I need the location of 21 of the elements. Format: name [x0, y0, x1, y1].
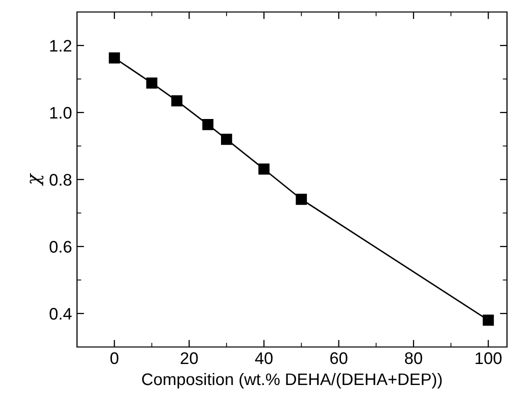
x-tick-label: 40: [255, 352, 273, 364]
x-tick-label: 20: [180, 352, 198, 364]
y-tick-label: 1.2: [50, 40, 72, 52]
point: [482, 314, 494, 326]
point: [108, 52, 120, 64]
point: [146, 77, 158, 89]
y-tick-label: 0.4: [50, 308, 72, 320]
x-tick-label: 0: [110, 352, 118, 364]
x-tick-label: 80: [404, 352, 422, 364]
point: [171, 95, 182, 106]
x-tick-label: 60: [330, 352, 348, 364]
point: [296, 194, 307, 205]
x-axis-title: Composition (wt.% DEHA/(DEHA+DEP)): [142, 372, 442, 388]
y-tick-label: 0.6: [50, 240, 72, 253]
x-tick-label: 100: [476, 352, 502, 364]
point: [202, 119, 214, 130]
point: [258, 164, 270, 175]
y-tick-label: 1.0: [50, 106, 72, 119]
point: [221, 134, 232, 145]
y-tick-label: 0.8: [50, 174, 72, 186]
y-axis-title: χ: [30, 173, 44, 186]
